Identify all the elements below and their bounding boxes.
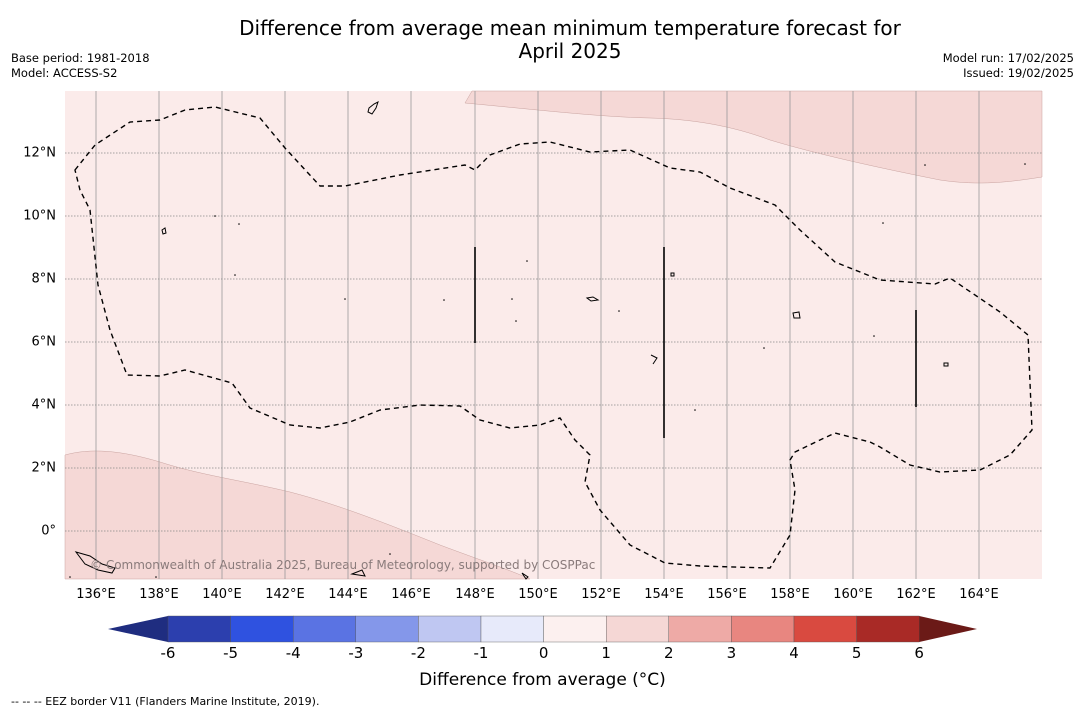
colorbar-tick-label: -2 bbox=[410, 644, 426, 662]
map-title-line1: Difference from average mean minimum tem… bbox=[239, 16, 901, 40]
colorbar-segment bbox=[731, 615, 795, 643]
x-tick-label: 160°E bbox=[833, 587, 873, 602]
colorbar-tick-label: 5 bbox=[851, 644, 862, 662]
map-title-line2: April 2025 bbox=[518, 39, 622, 63]
y-tick-label: 2°N bbox=[31, 460, 57, 476]
colorbar-tick-label: 1 bbox=[601, 644, 611, 662]
colorbar-tick-label: 6 bbox=[914, 644, 924, 662]
latitude-lines bbox=[65, 152, 1042, 532]
colorbar-tick-label: -5 bbox=[223, 644, 239, 662]
model-run: Model run: 17/02/2025 bbox=[942, 51, 1074, 65]
anomaly-region-north bbox=[464, 90, 1043, 184]
colorbar-segment bbox=[293, 615, 357, 643]
x-tick-label: 144°E bbox=[328, 587, 368, 602]
x-tick-label: 138°E bbox=[139, 587, 179, 602]
eez-border bbox=[74, 106, 1033, 569]
x-tick-label: 140°E bbox=[202, 587, 242, 602]
y-tick-label: 10°N bbox=[23, 208, 56, 224]
metadata-right: Model run: 17/02/2025 Issued: 19/02/2025 bbox=[943, 51, 1074, 81]
island-dots bbox=[69, 163, 1026, 578]
model-name: Model: ACCESS-S2 bbox=[11, 66, 118, 80]
x-tick-label: 150°E bbox=[518, 587, 558, 602]
anomaly-region-south bbox=[64, 450, 531, 580]
colorbar-segment bbox=[668, 615, 732, 643]
x-tick-label: 154°E bbox=[644, 587, 684, 602]
colorbar-tick-label: -4 bbox=[285, 644, 301, 662]
issued-date: Issued: 19/02/2025 bbox=[963, 66, 1074, 80]
colorbar-tick-label: 3 bbox=[726, 644, 737, 662]
y-tick-label: 8°N bbox=[31, 271, 57, 287]
colorbar-tick-label: 2 bbox=[664, 644, 674, 662]
y-tick-label: 6°N bbox=[31, 334, 57, 350]
x-tick-label: 142°E bbox=[265, 587, 305, 602]
colorbar-label: Difference from average (°C) bbox=[419, 670, 666, 690]
colorbar-segment bbox=[480, 615, 544, 643]
x-tick-label: 158°E bbox=[770, 587, 810, 602]
colorbar-tick-label: -3 bbox=[348, 644, 364, 662]
x-tick-label: 136°E bbox=[76, 587, 116, 602]
eez-legend-note: -- -- -- EEZ border V11 (Flanders Marine… bbox=[11, 695, 320, 708]
colorbar bbox=[108, 615, 977, 643]
colorbar-segment bbox=[167, 615, 231, 643]
colorbar-tick-label: -1 bbox=[473, 644, 489, 662]
colorbar-segment bbox=[793, 615, 857, 643]
boundary-segments bbox=[474, 247, 917, 438]
colorbar-tick-label: 4 bbox=[789, 644, 799, 662]
colorbar-segment bbox=[543, 615, 607, 643]
y-tick-label: 4°N bbox=[31, 397, 57, 413]
colorbar-segment bbox=[856, 615, 920, 643]
copyright-notice: © Commonwealth of Australia 2025, Bureau… bbox=[90, 558, 596, 572]
x-tick-label: 146°E bbox=[391, 587, 431, 602]
x-tick-label: 162°E bbox=[896, 587, 936, 602]
colorbar-tick-label: -6 bbox=[160, 644, 176, 662]
x-tick-label: 148°E bbox=[455, 587, 495, 602]
colorbar-over-arrow bbox=[919, 616, 977, 642]
colorbar-segment bbox=[355, 615, 419, 643]
colorbar-segment bbox=[230, 615, 294, 643]
x-tick-label: 164°E bbox=[959, 587, 999, 602]
base-period: Base period: 1981-2018 bbox=[11, 51, 150, 65]
x-tick-label: 152°E bbox=[581, 587, 621, 602]
y-tick-label: 0° bbox=[41, 523, 56, 539]
metadata-left: Base period: 1981-2018 Model: ACCESS-S2 bbox=[11, 51, 150, 81]
y-tick-label: 12°N bbox=[23, 145, 56, 161]
colorbar-segment bbox=[418, 615, 482, 643]
colorbar-segment bbox=[606, 615, 670, 643]
island-outlines bbox=[74, 101, 949, 580]
colorbar-tick-label: 0 bbox=[538, 644, 549, 662]
x-tick-label: 156°E bbox=[707, 587, 747, 602]
colorbar-under-arrow bbox=[108, 616, 168, 642]
